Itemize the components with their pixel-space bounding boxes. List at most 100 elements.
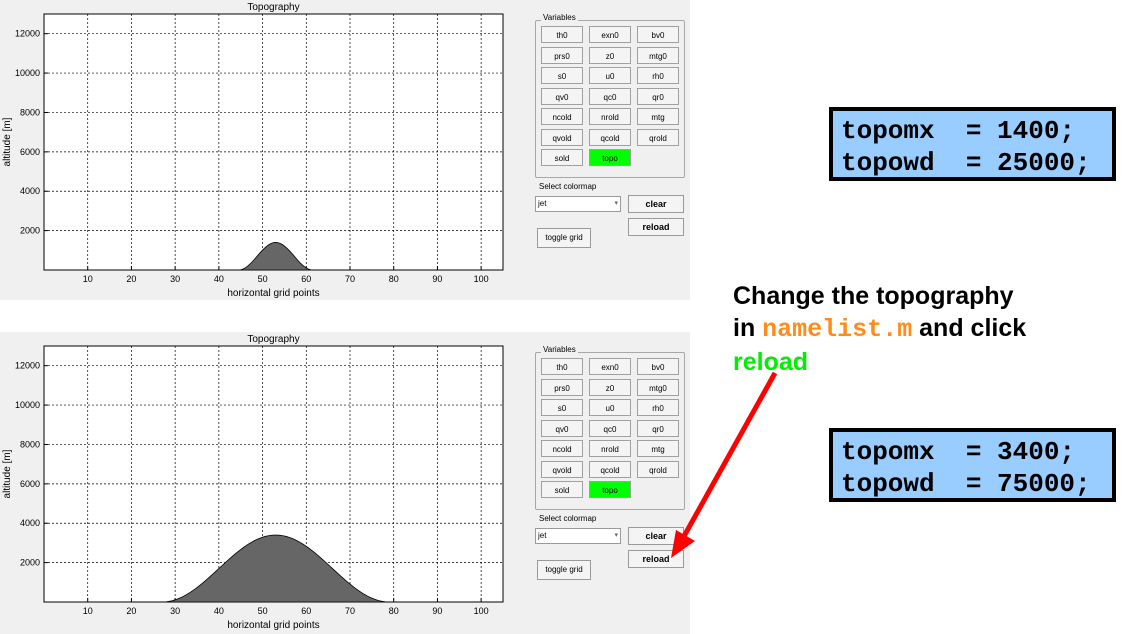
colormap-select[interactable]: jet ▾: [535, 528, 621, 544]
x-tick-label: 90: [432, 274, 442, 284]
variable-button-exn0[interactable]: exn0: [589, 358, 631, 375]
x-axis-label: horizontal grid points: [227, 288, 319, 299]
x-tick-label: 10: [83, 274, 93, 284]
variable-button-mtg[interactable]: mtg: [637, 440, 679, 457]
variable-button-mtg0[interactable]: mtg0: [637, 378, 679, 396]
reload-button[interactable]: reload: [628, 218, 684, 236]
y-tick-label: 12000: [15, 29, 40, 39]
code-box-before: topomx = 1400; topowd = 25000;: [829, 107, 1116, 181]
code-line-topomx: topomx = 1400;: [841, 116, 1076, 146]
topography-plot-before: 10 20 30 40 50 60 70 80 90 100 2000 4000 6000 8000 100…: [2, 2, 504, 299]
gui-window-after: 10 20 30 40 50 60 70 80 90 100 2000 4000 6000 8000 100…: [0, 332, 690, 634]
variable-button-qvold[interactable]: qvold: [541, 128, 583, 146]
topography-area: [44, 242, 503, 271]
x-tick-label: 100: [474, 274, 489, 284]
variable-button-ncold[interactable]: ncold: [541, 440, 583, 457]
variable-button-nrold[interactable]: nrold: [589, 108, 631, 125]
x-tick-label: 80: [389, 606, 399, 616]
variable-button-z0[interactable]: z0: [589, 46, 631, 64]
variable-button-th0[interactable]: th0: [541, 358, 583, 375]
clear-button[interactable]: clear: [628, 195, 684, 213]
variables-group-title: Variables: [541, 345, 578, 354]
x-tick-label: 20: [126, 274, 136, 284]
x-tick-label: 70: [345, 606, 355, 616]
instruction-in: in: [733, 314, 763, 342]
x-tick-label: 20: [126, 606, 136, 616]
clear-button[interactable]: clear: [628, 527, 684, 545]
y-tick-label: 6000: [20, 147, 40, 157]
x-tick-label: 80: [389, 274, 399, 284]
x-tick-label: 40: [214, 606, 224, 616]
variable-button-qv0[interactable]: qv0: [541, 87, 583, 105]
dropdown-arrow-icon: ▾: [614, 532, 618, 539]
variables-groupbox: [535, 20, 685, 178]
variable-button-mtg0[interactable]: mtg0: [637, 46, 679, 64]
variable-button-u0[interactable]: u0: [589, 67, 631, 84]
variable-button-nrold[interactable]: nrold: [589, 440, 631, 457]
namelist-filename: namelist.m: [762, 315, 913, 344]
variable-button-sold[interactable]: sold: [541, 481, 583, 498]
variable-button-qc0[interactable]: qc0: [589, 419, 631, 437]
variable-button-rh0[interactable]: rh0: [637, 67, 679, 84]
instruction-line1: Change the topography: [733, 282, 1014, 310]
variables-group-title: Variables: [541, 13, 578, 22]
variable-button-topo[interactable]: topo: [589, 149, 631, 166]
variable-button-topo[interactable]: topo: [589, 481, 631, 498]
variable-button-prs0[interactable]: prs0: [541, 378, 583, 396]
variable-button-qcold[interactable]: qcold: [589, 460, 631, 478]
y-axis-label: altitude [m]: [2, 449, 13, 498]
code-line-topowd: topowd = 25000;: [841, 148, 1091, 178]
dropdown-arrow-icon: ▾: [614, 200, 618, 207]
variable-button-qrold[interactable]: qrold: [637, 460, 679, 478]
x-tick-label: 90: [432, 606, 442, 616]
x-tick-label: 100: [474, 606, 489, 616]
x-tick-label: 50: [258, 274, 268, 284]
variable-button-bv0[interactable]: bv0: [637, 26, 679, 43]
y-tick-label: 2000: [20, 226, 40, 236]
code-line-topomx: topomx = 3400;: [841, 437, 1076, 467]
variable-button-th0[interactable]: th0: [541, 26, 583, 43]
variable-button-qrold[interactable]: qrold: [637, 128, 679, 146]
y-tick-label: 10000: [15, 400, 40, 410]
variable-button-mtg[interactable]: mtg: [637, 108, 679, 125]
variable-button-qvold[interactable]: qvold: [541, 460, 583, 478]
variable-button-qc0[interactable]: qc0: [589, 87, 631, 105]
variable-button-qr0[interactable]: qr0: [637, 419, 679, 437]
variable-button-qv0[interactable]: qv0: [541, 419, 583, 437]
y-tick-label: 4000: [20, 518, 40, 528]
variable-button-qr0[interactable]: qr0: [637, 87, 679, 105]
colormap-label: Select colormap: [539, 182, 597, 191]
variable-button-ncold[interactable]: ncold: [541, 108, 583, 125]
x-tick-label: 40: [214, 274, 224, 284]
colormap-value: jet: [538, 531, 547, 540]
colormap-label: Select colormap: [539, 514, 597, 523]
variable-button-rh0[interactable]: rh0: [637, 399, 679, 416]
colormap-select[interactable]: jet ▾: [535, 196, 621, 212]
reload-button[interactable]: reload: [628, 550, 684, 568]
variable-button-sold[interactable]: sold: [541, 149, 583, 166]
variable-button-u0[interactable]: u0: [589, 399, 631, 416]
x-tick-label: 30: [170, 606, 180, 616]
variable-button-prs0[interactable]: prs0: [541, 46, 583, 64]
instruction-text: Change the topography in namelist.m and …: [733, 280, 1113, 378]
y-tick-label: 2000: [20, 558, 40, 568]
toggle-grid-button[interactable]: toggle grid: [537, 560, 591, 580]
x-tick-label: 10: [83, 606, 93, 616]
variable-button-z0[interactable]: z0: [589, 378, 631, 396]
variable-button-s0[interactable]: s0: [541, 67, 583, 84]
variable-button-s0[interactable]: s0: [541, 399, 583, 416]
y-axis-label: altitude [m]: [2, 117, 13, 166]
y-tick-label: 6000: [20, 479, 40, 489]
gui-window-before: 10 20 30 40 50 60 70 80 90 100 2000 4000 6000 8000 100…: [0, 0, 690, 300]
toggle-grid-button[interactable]: toggle grid: [537, 228, 591, 248]
variable-button-bv0[interactable]: bv0: [637, 358, 679, 375]
x-tick-label: 50: [258, 606, 268, 616]
plot-title: Topography: [247, 334, 299, 345]
variable-button-exn0[interactable]: exn0: [589, 26, 631, 43]
y-tick-label: 12000: [15, 361, 40, 371]
variable-button-qcold[interactable]: qcold: [589, 128, 631, 146]
x-tick-label: 60: [301, 274, 311, 284]
y-tick-label: 10000: [15, 68, 40, 78]
instruction-click: and click: [912, 314, 1027, 342]
y-tick-label: 8000: [20, 439, 40, 449]
